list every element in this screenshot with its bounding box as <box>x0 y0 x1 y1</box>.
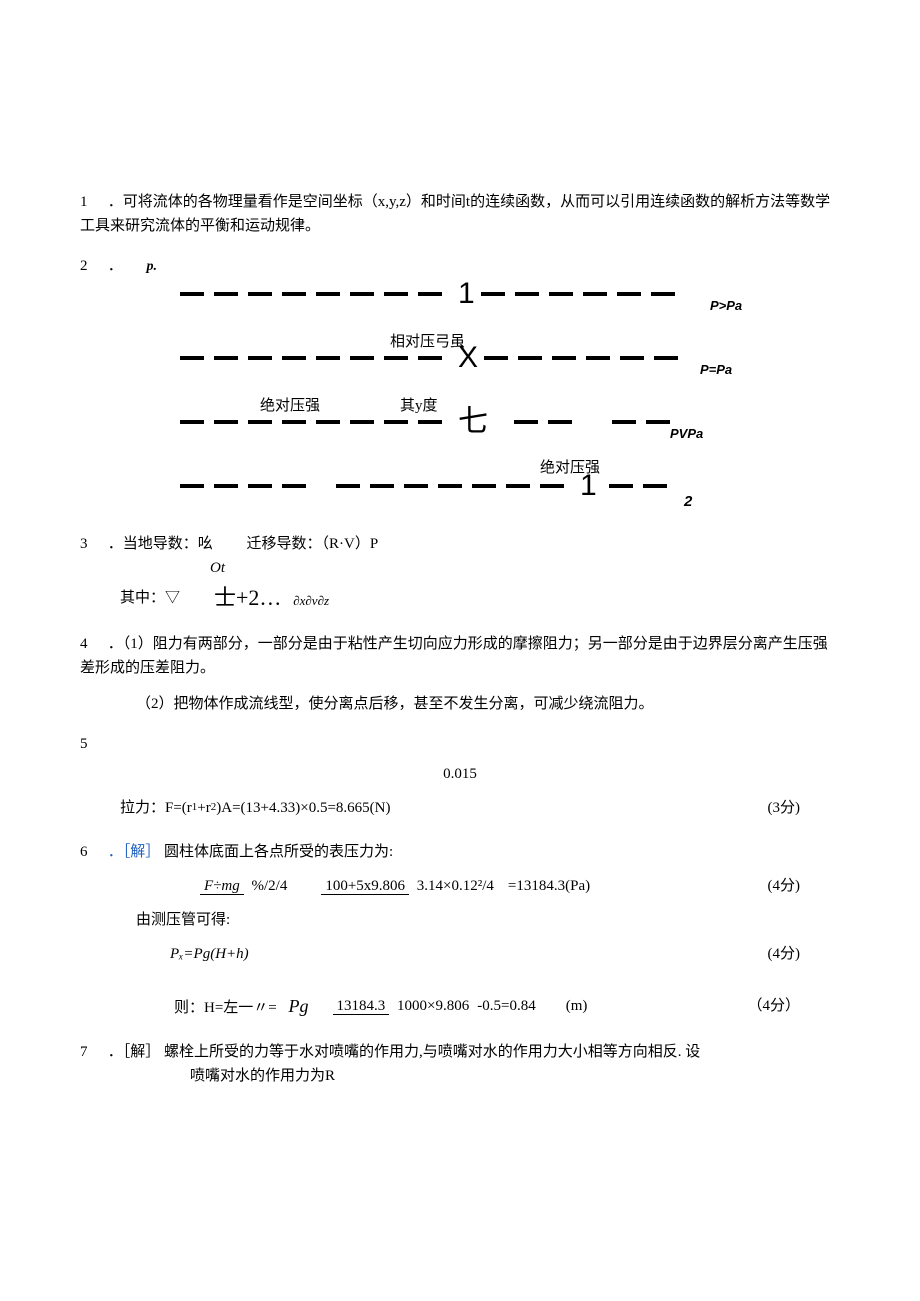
q1-number: 1 <box>80 190 104 214</box>
diagram-row-3: 七 <box>180 420 680 424</box>
q6-frac2-bot: 3.14×0.12²/4 <box>413 878 498 894</box>
q3-ot: Ot <box>80 556 840 580</box>
diagram-row-1: 1 <box>180 292 685 296</box>
q4-text1: ．（1）阻力有两部分，一部分是由于粘性产生切向应力形成的摩擦阻力；另一部分是由于… <box>80 636 828 676</box>
q3-text1: ．当地导数：吆 <box>108 536 213 552</box>
q6-number: 6 <box>80 840 104 864</box>
q6-frac1-bot: %/2/4 <box>247 878 291 894</box>
question-3: 3 ．当地导数：吆 迁移导数：（R·V）P Ot 其中：▽ 士+2… ∂x∂v∂… <box>80 532 840 615</box>
q7-text2: 喷嘴对水的作用力为R <box>80 1064 840 1088</box>
q6-eq3-unit: (m) <box>566 994 588 1018</box>
q3-nabla-row: 其中：▽ 士+2… ∂x∂v∂z <box>80 580 840 615</box>
q5-mid2: )A=(13+4.33)×0.5=8.665(N) <box>216 796 390 820</box>
question-5: 5 0.015 拉力：F=(r1+r2)A=(13+4.33)×0.5=8.66… <box>80 732 840 824</box>
q6-eq1: F÷mg %/2/4 100+5x9.806 3.14×0.12²/4 =131… <box>80 870 840 902</box>
q3-denom: ∂x∂v∂z <box>289 592 333 608</box>
row4-label: 2 <box>684 490 692 514</box>
q6-eq2: Pₓ=Pg(H+h) (4分) <box>80 938 840 970</box>
question-4: 4 ．（1）阻力有两部分，一部分是由于粘性产生切向应力形成的摩擦阻力；另一部分是… <box>80 632 840 716</box>
q6-frac2-top: 100+5x9.806 <box>321 878 409 895</box>
q6-eq3: 则：H=左一〃= Pg 13184.3 1000×9.806 -0.5=0.84… <box>80 988 840 1025</box>
absolute-pressure-label-1: 绝对压强 <box>260 394 320 418</box>
pressure-diagram: 1 P>Pa 相对压弓虽 X P=Pa 绝对压强 其y度 七 PVPa <box>140 286 840 516</box>
diagram-row-2: X <box>180 356 688 360</box>
q2-number: 2 <box>80 254 104 278</box>
row3-label: PVPa <box>670 424 703 445</box>
q6-frac1: F÷mg %/2/4 <box>200 874 291 898</box>
q6-frac1-top: F÷mg <box>200 878 244 895</box>
question-1: 1 ．可将流体的各物理量看作是空间坐标（x,y,z）和时间t的连续函数，从而可以… <box>80 190 840 238</box>
q5-value: 0.015 <box>80 762 840 786</box>
q7-solve-tag: ．［解］ <box>108 1044 161 1060</box>
row2-label: P=Pa <box>700 360 732 381</box>
question-2: 2 ． p. 1 P>Pa 相对压弓虽 X P=Pa 绝对压强 其y度 <box>80 254 840 516</box>
q2-p-label: p. <box>147 259 158 274</box>
relative-pressure-label: 相对压弓虽 <box>390 330 465 354</box>
q6-text3a: 则：H=左一〃= <box>170 1000 281 1016</box>
q6-eq3-lhs: 则：H=左一〃= Pg <box>170 992 313 1021</box>
q4-text2: （2）把物体作成流线型，使分离点后移，甚至不发生分离，可减少绕流阻力。 <box>80 692 840 716</box>
question-6: 6 ．［解］ 圆柱体底面上各点所受的表压力为: F÷mg %/2/4 100+5… <box>80 840 840 1025</box>
q3-fraction: 士+2… ∂x∂v∂z <box>210 580 333 615</box>
q6-solve-tag: ．［解］ <box>108 844 161 860</box>
q6-score3: （4分） <box>747 994 800 1018</box>
q6-eq3-tail: -0.5=0.84 <box>477 994 535 1018</box>
q5-equation: 拉力：F=(r1+r2)A=(13+4.33)×0.5=8.665(N) (3分… <box>80 792 840 824</box>
q3-number: 3 <box>80 532 104 556</box>
q6-pg: Pg <box>285 996 313 1016</box>
q2-dot: ． <box>108 258 123 274</box>
q6-eq1-result: =13184.3(Pa) <box>508 874 590 898</box>
q6-text1: 圆柱体底面上各点所受的表压力为: <box>164 844 393 860</box>
q1-text: ．可将流体的各物理量看作是空间坐标（x,y,z）和时间t的连续函数，从而可以引用… <box>80 194 830 234</box>
q6-frac2: 100+5x9.806 3.14×0.12²/4 <box>321 874 498 898</box>
q6-score2: (4分) <box>768 942 801 966</box>
q6-eq2-text: Pₓ=Pg(H+h) <box>170 942 249 966</box>
q6-text2: 由测压管可得: <box>80 908 840 932</box>
q5-number: 5 <box>80 732 104 756</box>
q5-mid1: +r <box>197 796 210 820</box>
vacuum-degree-label: 其y度 <box>400 394 438 418</box>
q6-frac3-top: 13184.3 <box>333 998 390 1015</box>
q6-score1: (4分) <box>768 874 801 898</box>
q5-label: 拉力：F=(r <box>120 796 192 820</box>
q3-big: 士+2… <box>210 585 285 610</box>
q6-frac3: 13184.3 1000×9.806 <box>333 994 474 1018</box>
q3-where: 其中：▽ <box>120 586 180 610</box>
q6-frac3-bot: 1000×9.806 <box>393 998 473 1014</box>
diagram-row-4: 1 <box>180 484 677 488</box>
q7-text1: 螺栓上所受的力等于水对喷嘴的作用力,与喷嘴对水的作用力大小相等方向相反. 设 <box>164 1044 700 1060</box>
row1-label: P>Pa <box>710 296 742 317</box>
question-7: 7 ．［解］ 螺栓上所受的力等于水对喷嘴的作用力,与喷嘴对水的作用力大小相等方向… <box>80 1040 840 1088</box>
q7-number: 7 <box>80 1040 104 1064</box>
q4-number: 4 <box>80 632 104 656</box>
q3-text2: 迁移导数：（R·V）P <box>247 536 379 552</box>
q5-score: (3分) <box>768 796 801 820</box>
